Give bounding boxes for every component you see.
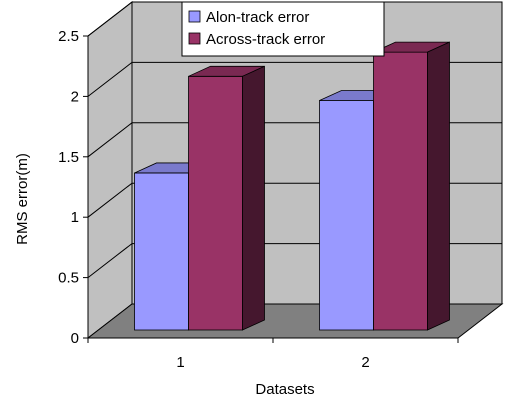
y-axis-title: RMS error(m) <box>14 153 31 245</box>
bar-front <box>319 100 374 331</box>
legend-label: Across-track error <box>206 31 325 48</box>
bar-side <box>242 65 265 331</box>
chart-side-wall <box>87 0 133 340</box>
y-tick-label: 0 <box>71 330 79 347</box>
bar-side <box>427 41 450 331</box>
legend-swatch <box>188 32 201 45</box>
x-tick-label: 1 <box>176 354 184 371</box>
y-axis-ticks: 0 0.5 1 1.5 2 2.5 <box>58 28 88 347</box>
y-tick-label: 1.5 <box>58 149 79 166</box>
legend-swatch <box>188 10 201 23</box>
bar-front <box>373 51 428 331</box>
y-tick-label: 1 <box>71 209 79 226</box>
bars <box>134 41 450 331</box>
bar-front <box>188 75 243 331</box>
legend: Alon-track error Across-track error <box>181 1 385 57</box>
bar-front <box>134 172 189 331</box>
legend-label: Alon-track error <box>206 9 309 26</box>
y-tick-label: 2 <box>71 88 79 105</box>
bar-across-track-error-2 <box>373 41 450 331</box>
y-tick-label: 0.5 <box>58 270 79 287</box>
legend-box <box>181 1 385 57</box>
y-tick-label: 2.5 <box>58 28 79 45</box>
bar-across-track-error-1 <box>188 65 265 331</box>
x-tick-label: 2 <box>361 354 369 371</box>
x-axis-title: Datasets <box>255 381 314 398</box>
